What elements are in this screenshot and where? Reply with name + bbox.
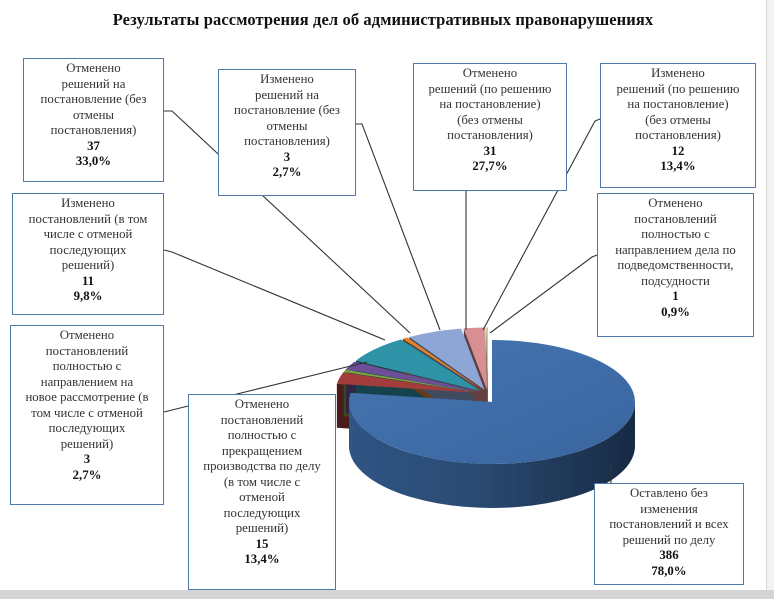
label-terminated: Отменено постановлений полностью с прекр… bbox=[188, 394, 336, 590]
label-cancelled-decisions: Отменено решений на постановление (без о… bbox=[23, 58, 164, 182]
label-unchanged: Оставлено без изменения постановлений и … bbox=[594, 483, 744, 585]
leader-retrial bbox=[163, 361, 368, 413]
leader-cancelled-decisions bbox=[164, 110, 411, 334]
slice-changed_by_decision bbox=[463, 327, 488, 390]
label-changed-resolutions: Изменено постановлений (в том числе с от… bbox=[12, 193, 164, 315]
label-jurisdiction: Отменено постановлений полностью с напра… bbox=[597, 193, 754, 337]
label-cancelled-by-decision: Отменено решений (по решению на постанов… bbox=[413, 63, 567, 191]
bottom-edge bbox=[0, 590, 774, 599]
slice-cancelled_by_decision bbox=[409, 328, 485, 390]
slice-changed_resolutions bbox=[345, 361, 479, 393]
slice-retrial bbox=[343, 369, 479, 393]
leader-changed-decisions bbox=[356, 123, 441, 331]
slice-jurisdiction bbox=[486, 327, 488, 390]
label-retrial: Отменено постановлений полностью с напра… bbox=[10, 325, 164, 505]
label-changed-decisions: Изменено решений на постановление (без о… bbox=[218, 69, 356, 196]
leader-lines bbox=[163, 110, 612, 483]
slice-unchanged bbox=[349, 340, 635, 464]
slice-changed_decisions bbox=[402, 337, 483, 391]
leader-jurisdiction bbox=[489, 254, 598, 334]
right-edge bbox=[767, 0, 774, 599]
chart-title: Результаты рассмотрения дел об администр… bbox=[112, 10, 654, 29]
slice-side-unchanged bbox=[349, 402, 635, 508]
label-changed-by-decision: Изменено решений (по решению на постанов… bbox=[600, 63, 756, 188]
leader-changed-resolutions bbox=[163, 249, 386, 341]
slice-terminated bbox=[336, 372, 479, 393]
leader-changed-by-decision bbox=[482, 118, 601, 331]
pie-slices bbox=[336, 327, 635, 508]
slice-cancelled_decisions bbox=[356, 339, 481, 391]
